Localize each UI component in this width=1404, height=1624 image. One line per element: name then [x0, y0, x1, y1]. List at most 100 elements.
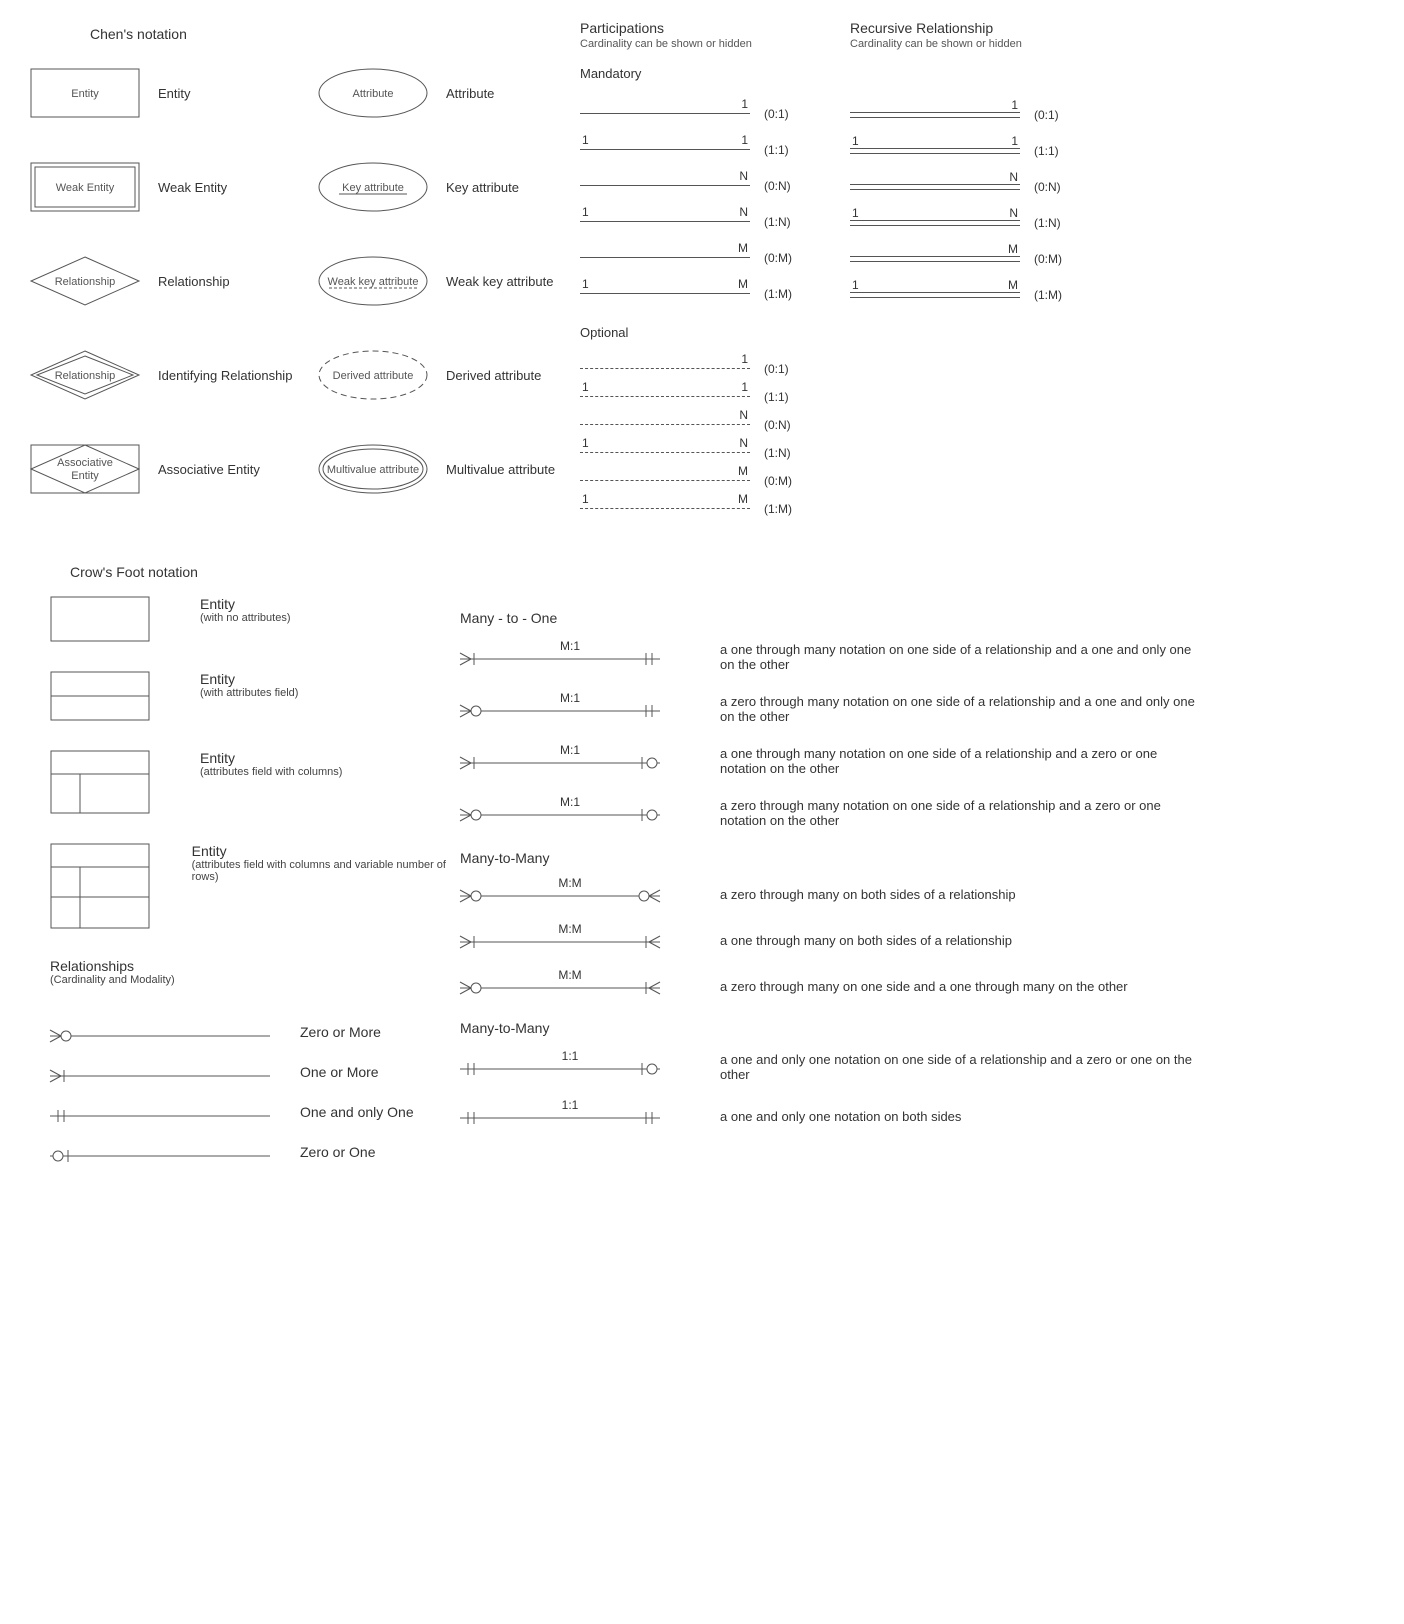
svg-text:Weak key attribute: Weak key attribute: [328, 276, 419, 288]
relationships-title: Relationships: [50, 958, 460, 974]
chen-row: Relationship Relationship Weak key attri…: [20, 246, 580, 316]
card-right: M: [738, 464, 748, 478]
cardinality: (1:1): [1020, 134, 1059, 158]
participation-line: 1 N: [580, 207, 750, 227]
crow-rel-desc: a one and only one notation on both side…: [680, 1109, 1200, 1124]
participation-line: 1: [580, 354, 750, 374]
svg-text:Key attribute: Key attribute: [342, 182, 404, 194]
participation-row: N (0:N): [850, 164, 1120, 200]
card-right: M: [1008, 278, 1018, 292]
participation-row: M (0:M): [850, 236, 1120, 272]
chen-label: Attribute: [438, 86, 566, 101]
crow-basic-row: One or More: [50, 1052, 460, 1092]
cf-entity-label-block: Entity (with no attributes): [200, 596, 290, 624]
chen-title: Chen's notation: [20, 20, 580, 58]
cardinality: (1:N): [750, 436, 791, 460]
crow-rel-desc: a zero through many on one side and a on…: [680, 979, 1200, 994]
cf-entity-label-block: Entity (attributes field with columns an…: [192, 843, 460, 883]
chen-label: Key attribute: [438, 180, 566, 195]
cf-entity-sub: (with no attributes): [200, 612, 290, 624]
crow-mid-label: M:1: [460, 691, 680, 705]
crow-basic-row: Zero or More: [50, 1012, 460, 1052]
cardinality: (1:N): [750, 205, 791, 229]
chen-label: Entity: [150, 86, 308, 101]
crow-basic-line: [50, 1062, 280, 1082]
card-left: 1: [582, 436, 589, 450]
cardinality: (0:M): [1020, 242, 1062, 266]
crow-mid-label: M:1: [460, 639, 680, 653]
participation-line: M: [850, 244, 1020, 264]
participations-title: Participations: [580, 20, 850, 36]
crow-rel-row: M:1 a one through many notation on one s…: [460, 746, 1220, 776]
participation-line: 1 1: [580, 135, 750, 155]
chen-label: Multivalue attribute: [438, 462, 566, 477]
cf-entity-label: Entity: [200, 671, 298, 687]
crow-rel-row: M:M a zero through many on one side and …: [460, 974, 1220, 998]
crow-rel-line: M:M: [460, 882, 680, 906]
cf-entity-label-block: Entity (attributes field with columns): [200, 750, 342, 778]
participation-line: 1 M: [850, 280, 1020, 300]
svg-text:Entity: Entity: [71, 470, 99, 482]
cardinality: (0:N): [1020, 170, 1061, 194]
crow-basic-label: One or More: [280, 1064, 379, 1080]
participation-row: 1 (0:1): [580, 350, 850, 378]
recursive-col: Recursive Relationship Cardinality can b…: [850, 20, 1120, 528]
cardinality: (1:M): [750, 277, 792, 301]
card-right: N: [739, 436, 748, 450]
crow-rel-row: M:1 a zero through many notation on one …: [460, 694, 1220, 724]
participation-row: M (0:M): [580, 462, 850, 490]
cardinality: (1:1): [750, 380, 789, 404]
crow-rel-line: 1:1: [460, 1104, 680, 1128]
svg-text:Entity: Entity: [71, 88, 99, 100]
participation-row: 1 N (1:N): [850, 200, 1120, 236]
crow-rel-row: M:1 a one through many notation on one s…: [460, 642, 1220, 672]
cf-entity-shape: [50, 843, 192, 934]
participation-row: 1 M (1:M): [580, 490, 850, 518]
chen-shape-weak-key-attribute: Weak key attribute: [308, 256, 438, 306]
svg-text:Weak Entity: Weak Entity: [56, 182, 115, 194]
crow-mid-label: 1:1: [460, 1049, 680, 1063]
crow-rel-line: M:M: [460, 974, 680, 998]
svg-text:Relationship: Relationship: [55, 276, 116, 288]
chen-label: Derived attribute: [438, 368, 566, 383]
svg-text:Relationship: Relationship: [55, 370, 116, 382]
card-right: M: [738, 241, 748, 255]
participations-subtitle: Cardinality can be shown or hidden: [580, 38, 850, 50]
cf-entity-shape: [50, 671, 200, 726]
crow-rel-row: M:M a zero through many on both sides of…: [460, 882, 1220, 906]
card-right: M: [738, 492, 748, 506]
participation-line: M: [580, 466, 750, 486]
crow-rel-desc: a zero through many notation on one side…: [680, 694, 1200, 724]
participation-row: N (0:N): [580, 163, 850, 199]
crowsfoot-entity-row: Entity (attributes field with columns an…: [50, 843, 460, 934]
chen-label: Identifying Relationship: [150, 368, 308, 383]
svg-text:Attribute: Attribute: [353, 88, 394, 100]
crow-rel-line: M:M: [460, 928, 680, 952]
crow-basic-line: [50, 1142, 280, 1162]
crow-mid-label: 1:1: [460, 1098, 680, 1112]
crowsfoot-entity-row: Entity (with attributes field): [50, 671, 460, 726]
crow-rel-desc: a one through many notation on one side …: [680, 746, 1200, 776]
crow-basic-line: [50, 1102, 280, 1122]
chen-label: Relationship: [150, 274, 308, 289]
crow-section-title: Many-to-Many: [460, 850, 1220, 866]
mandatory-label: Mandatory: [580, 66, 850, 81]
card-right: 1: [741, 133, 748, 147]
card-right: 1: [1011, 134, 1018, 148]
card-right: N: [739, 205, 748, 219]
chen-shape-weak-entity: Weak Entity: [20, 162, 150, 212]
participation-line: N: [580, 171, 750, 191]
cardinality: (1:M): [1020, 278, 1062, 302]
cf-entity-label: Entity: [192, 843, 460, 859]
cf-entity-label: Entity: [200, 596, 290, 612]
participation-row: 1 N (1:N): [580, 199, 850, 235]
cf-entity-shape: [50, 750, 200, 819]
crow-rel-row: M:M a one through many on both sides of …: [460, 928, 1220, 952]
crow-rel-desc: a one through many on both sides of a re…: [680, 933, 1200, 948]
chen-shape-assoc-entity: Associative Entity: [20, 444, 150, 494]
card-right: N: [1009, 206, 1018, 220]
cardinality: (0:N): [750, 408, 791, 432]
chen-shape-id-relationship: Relationship: [20, 350, 150, 400]
cardinality: (0:N): [750, 169, 791, 193]
card-right: N: [1009, 170, 1018, 184]
